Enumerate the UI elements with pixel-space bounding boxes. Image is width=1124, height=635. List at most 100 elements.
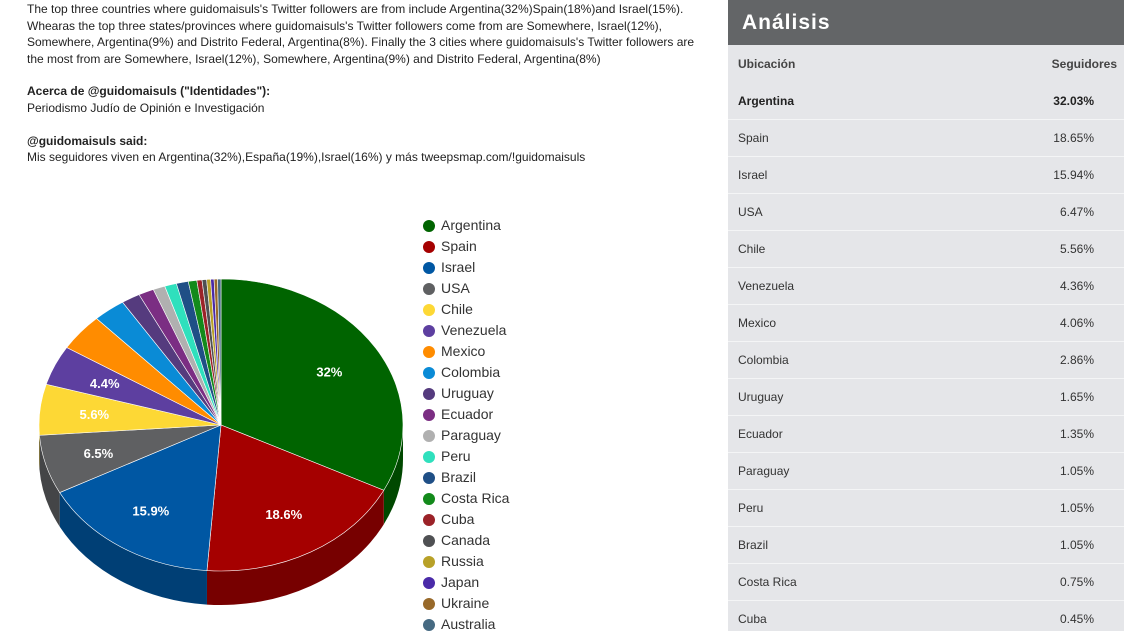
row-location: Argentina: [738, 94, 794, 108]
legend-item: Brazil: [423, 467, 509, 488]
about-heading: Acerca de @guidomaisuls ("Identidades"):: [27, 84, 270, 98]
row-followers: 32.03%: [1053, 94, 1094, 108]
legend-item: Spain: [423, 236, 509, 257]
legend-label: Mexico: [441, 342, 485, 361]
legend-item: Paraguay: [423, 425, 509, 446]
row-followers: 0.45%: [1060, 612, 1094, 626]
legend-label: Paraguay: [441, 426, 501, 445]
legend-label: Uruguay: [441, 384, 494, 403]
legend-swatch: [423, 430, 435, 442]
legend-label: Costa Rica: [441, 489, 509, 508]
table-row: USA 6.47%: [728, 193, 1124, 230]
row-location: USA: [738, 205, 763, 219]
row-followers: 1.65%: [1060, 390, 1094, 404]
legend-label: Chile: [441, 300, 473, 319]
table-header: Ubicación Seguidores: [728, 45, 1124, 82]
table-row: Costa Rica 0.75%: [728, 563, 1124, 600]
legend-swatch: [423, 409, 435, 421]
legend-swatch: [423, 556, 435, 568]
legend-swatch: [423, 346, 435, 358]
row-followers: 4.06%: [1060, 316, 1094, 330]
table-row: Mexico 4.06%: [728, 304, 1124, 341]
legend-label: Russia: [441, 552, 484, 571]
said-text: Mis seguidores viven en Argentina(32%),E…: [27, 149, 707, 166]
row-location: Costa Rica: [738, 575, 797, 589]
row-followers: 6.47%: [1060, 205, 1094, 219]
legend-label: Argentina: [441, 216, 501, 235]
row-location: Colombia: [738, 353, 789, 367]
legend-item: Japan: [423, 572, 509, 593]
panel-title: Análisis: [728, 0, 1124, 45]
pie-chart: 32%18.6%15.9%6.5%5.6%4.4%: [0, 200, 720, 631]
row-followers: 4.36%: [1060, 279, 1094, 293]
row-location: Cuba: [738, 612, 767, 626]
row-location: Uruguay: [738, 390, 783, 404]
pie-data-label: 6.5%: [84, 446, 114, 461]
legend-label: Japan: [441, 573, 479, 592]
row-followers: 1.05%: [1060, 501, 1094, 515]
legend-item: Costa Rica: [423, 488, 509, 509]
table-row: Cuba 0.45%: [728, 600, 1124, 631]
legend-swatch: [423, 577, 435, 589]
legend-swatch: [423, 598, 435, 610]
legend-label: Ukraine: [441, 594, 489, 613]
row-followers: 2.86%: [1060, 353, 1094, 367]
legend-label: Ecuador: [441, 405, 493, 424]
legend-item: Uruguay: [423, 383, 509, 404]
legend-item: Australia: [423, 614, 509, 635]
legend-item: Russia: [423, 551, 509, 572]
legend-label: Brazil: [441, 468, 476, 487]
legend-swatch: [423, 619, 435, 631]
legend-label: Colombia: [441, 363, 500, 382]
row-location: Ecuador: [738, 427, 783, 441]
legend-item: Cuba: [423, 509, 509, 530]
legend-item: Colombia: [423, 362, 509, 383]
row-followers: 18.65%: [1053, 131, 1094, 145]
intro-paragraph: The top three countries where guidomaisu…: [27, 1, 707, 67]
row-followers: 1.05%: [1060, 538, 1094, 552]
row-followers: 15.94%: [1053, 168, 1094, 182]
legend-item: Canada: [423, 530, 509, 551]
legend-item: Ukraine: [423, 593, 509, 614]
legend-swatch: [423, 388, 435, 400]
legend-label: USA: [441, 279, 470, 298]
legend-label: Venezuela: [441, 321, 506, 340]
pie-data-label: 4.4%: [90, 376, 120, 391]
legend-swatch: [423, 283, 435, 295]
table-row: Uruguay 1.65%: [728, 378, 1124, 415]
legend-item: USA: [423, 278, 509, 299]
analysis-panel: Análisis Ubicación Seguidores Argentina 3…: [728, 0, 1124, 631]
legend-item: Ecuador: [423, 404, 509, 425]
legend-item: Peru: [423, 446, 509, 467]
table-row: Argentina 32.03%: [728, 82, 1124, 119]
legend-swatch: [423, 220, 435, 232]
row-location: Peru: [738, 501, 763, 515]
row-followers: 1.05%: [1060, 464, 1094, 478]
legend-item: Mexico: [423, 341, 509, 362]
row-location: Mexico: [738, 316, 776, 330]
row-location: Spain: [738, 131, 769, 145]
legend-label: Peru: [441, 447, 471, 466]
table-row: Colombia 2.86%: [728, 341, 1124, 378]
row-followers: 0.75%: [1060, 575, 1094, 589]
intro-text: The top three countries where guidomaisu…: [27, 1, 707, 166]
said-heading: @guidomaisuls said:: [27, 134, 147, 148]
legend-item: Chile: [423, 299, 509, 320]
row-location: Venezuela: [738, 279, 794, 293]
legend-item: Israel: [423, 257, 509, 278]
row-followers: 1.35%: [1060, 427, 1094, 441]
column-location: Ubicación: [738, 57, 795, 71]
legend-label: Israel: [441, 258, 475, 277]
legend-swatch: [423, 493, 435, 505]
legend-swatch: [423, 451, 435, 463]
pie-data-label: 15.9%: [132, 503, 169, 518]
legend-label: Canada: [441, 531, 490, 550]
table-row: Venezuela 4.36%: [728, 267, 1124, 304]
legend-swatch: [423, 472, 435, 484]
